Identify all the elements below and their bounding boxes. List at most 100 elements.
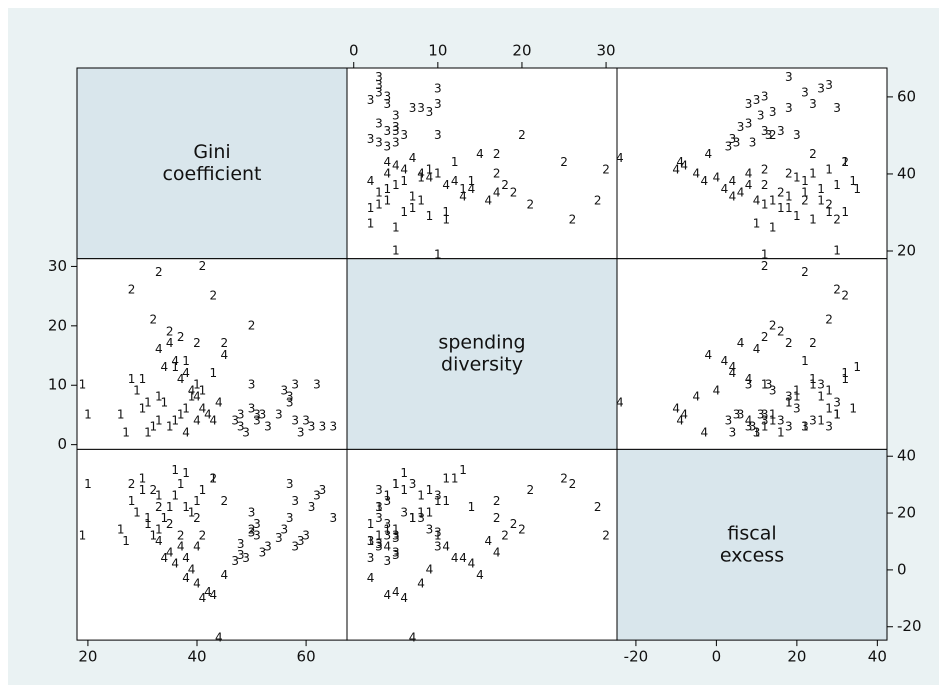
point-label: 2 [569, 477, 577, 491]
point-label: 1 [79, 528, 87, 542]
point-label: 3 [286, 477, 294, 491]
point-label: 3 [777, 413, 785, 427]
point-label: 1 [793, 170, 801, 184]
point-label: 3 [753, 93, 761, 107]
point-label: 3 [729, 425, 737, 439]
point-label: 3 [392, 531, 400, 545]
point-label: 4 [442, 178, 450, 192]
point-label: 4 [193, 540, 201, 554]
tick-label: 10 [48, 376, 67, 394]
point-label: 3 [761, 407, 769, 421]
point-label: 1 [117, 523, 125, 537]
point-label: 3 [384, 97, 392, 111]
point-label: 1 [384, 489, 392, 503]
diagonal-cell [76, 67, 348, 260]
point-label: 1 [442, 494, 450, 508]
point-label: 1 [769, 220, 777, 234]
point-label: 3 [291, 413, 299, 427]
point-label: 1 [459, 182, 467, 196]
point-label: 3 [753, 425, 761, 439]
point-label: 1 [753, 425, 761, 439]
variable-label: spending [438, 332, 525, 354]
point-label: 1 [451, 155, 459, 169]
point-label: 2 [825, 312, 833, 326]
point-label: 1 [769, 407, 777, 421]
point-label: 2 [166, 517, 174, 531]
point-label: 4 [409, 151, 417, 165]
point-label: 1 [833, 243, 841, 257]
point-label: 3 [330, 419, 338, 433]
point-label: 4 [210, 588, 218, 602]
variable-label: fiscal [727, 522, 776, 544]
point-label: 1 [392, 220, 400, 234]
point-label: 2 [785, 336, 793, 350]
point-label: 3 [801, 86, 809, 100]
point-label: 3 [757, 109, 765, 123]
point-label: 3 [749, 136, 757, 150]
point-label: 3 [308, 419, 316, 433]
tick-label: 30 [597, 42, 616, 60]
point-label: 1 [853, 182, 861, 196]
point-label: 1 [426, 209, 434, 223]
point-label: 1 [434, 247, 442, 261]
tick-label: 0 [712, 648, 722, 666]
point-label: 3 [253, 517, 261, 531]
point-label: 1 [785, 201, 793, 215]
tick-label: 40 [897, 164, 916, 182]
point-label: 1 [144, 517, 152, 531]
tick-label: -20 [897, 617, 922, 635]
point-label: 3 [237, 419, 245, 433]
point-label: 1 [367, 201, 375, 215]
point-label: 3 [308, 500, 316, 514]
point-label: 1 [777, 425, 785, 439]
point-label: 1 [434, 528, 442, 542]
point-label: 2 [833, 213, 841, 227]
point-label: 4 [367, 571, 375, 585]
point-label: 1 [128, 494, 136, 508]
point-label: 4 [160, 360, 168, 374]
point-label: 4 [729, 174, 737, 188]
point-label: 1 [384, 182, 392, 196]
point-label: 1 [417, 193, 425, 207]
point-label: 4 [155, 342, 163, 356]
point-label: 2 [569, 213, 577, 227]
point-label: 3 [434, 128, 442, 142]
point-label: 1 [785, 190, 793, 204]
point-label: 1 [753, 217, 761, 231]
point-label: 1 [761, 247, 769, 261]
point-label: 4 [729, 190, 737, 204]
point-label: 1 [825, 163, 833, 177]
point-label: 1 [367, 534, 375, 548]
point-label: 1 [409, 511, 417, 525]
point-label: 2 [518, 128, 526, 142]
point-label: 2 [210, 289, 218, 303]
point-label: 4 [155, 534, 163, 548]
point-label: 3 [375, 136, 383, 150]
point-label: 4 [215, 396, 223, 410]
point-label: 3 [417, 101, 425, 115]
point-label: 3 [725, 139, 733, 153]
point-label: 4 [729, 366, 737, 380]
tick-label: 60 [897, 87, 916, 105]
point-label: 3 [392, 124, 400, 138]
point-label: 4 [384, 588, 392, 602]
point-label: 1 [769, 413, 777, 427]
tick-label: 20 [512, 42, 531, 60]
point-label: 3 [375, 511, 383, 525]
point-label: 1 [199, 384, 207, 398]
point-label: 2 [602, 528, 610, 542]
point-label: 4 [417, 166, 425, 180]
point-label: 3 [765, 378, 773, 392]
panel [616, 67, 888, 260]
point-label: 1 [84, 477, 92, 491]
diagonal-cell [346, 258, 618, 450]
panel [616, 258, 888, 450]
point-label: 3 [275, 531, 283, 545]
point-label: 3 [777, 124, 785, 138]
point-label: 1 [400, 466, 408, 480]
point-label: 2 [248, 523, 256, 537]
point-label: 4 [721, 354, 729, 368]
point-label: 4 [182, 425, 190, 439]
point-label: 3 [375, 537, 383, 551]
point-label: 3 [248, 506, 256, 520]
